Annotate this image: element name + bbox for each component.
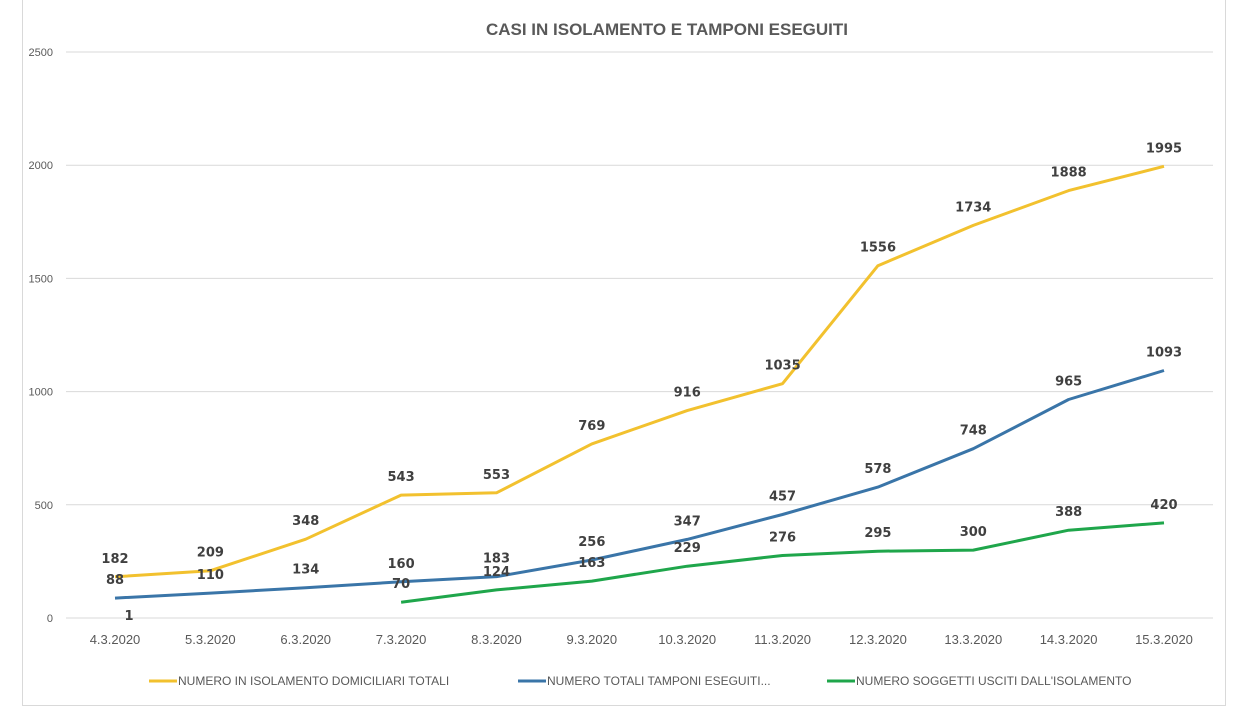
data-label: 183	[483, 552, 510, 567]
line-chart: CASI IN ISOLAMENTO E TAMPONI ESEGUITI 0 5…	[29, 20, 1213, 688]
data-label: 1734	[955, 200, 991, 215]
data-label: 965	[1055, 375, 1082, 390]
legend-label: NUMERO SOGGETTI USCITI DALL'ISOLAMENTO	[856, 674, 1131, 688]
data-label: 1888	[1051, 166, 1087, 181]
chart-title: CASI IN ISOLAMENTO E TAMPONI ESEGUITI	[486, 20, 848, 39]
legend-label: NUMERO IN ISOLAMENTO DOMICILIARI TOTALI	[178, 674, 449, 688]
data-label: 88	[106, 573, 124, 588]
x-tick-label: 6.3.2020	[280, 632, 331, 647]
data-label: 578	[864, 462, 891, 477]
y-tick-label: 500	[35, 500, 53, 512]
series-line-1	[114, 164, 1165, 579]
y-tick-label: 1500	[29, 273, 53, 285]
data-label: 347	[674, 514, 701, 529]
gridlines	[66, 51, 1213, 619]
x-tick-label: 11.3.2020	[754, 632, 811, 647]
data-label: 543	[388, 470, 415, 485]
data-label: 229	[674, 541, 701, 556]
data-label: 388	[1055, 505, 1082, 520]
data-label: 348	[292, 514, 319, 529]
x-tick-label: 15.3.2020	[1135, 632, 1193, 647]
data-label: 553	[483, 468, 510, 483]
data-label: 295	[864, 526, 891, 541]
data-label: 256	[578, 535, 605, 550]
legend-item[interactable]: NUMERO TOTALI TAMPONI ESEGUITI...	[518, 674, 771, 688]
x-tick-label: 12.3.2020	[849, 632, 907, 647]
y-tick-label: 2000	[29, 160, 53, 172]
data-label: 1093	[1146, 346, 1182, 361]
x-tick-label: 13.3.2020	[944, 632, 1002, 647]
x-tick-label: 14.3.2020	[1040, 632, 1098, 647]
x-tick-label: 9.3.2020	[567, 632, 618, 647]
chart-area: CASI IN ISOLAMENTO E TAMPONI ESEGUITI 0 5…	[22, 0, 1226, 706]
x-tick-label: 4.3.2020	[90, 632, 141, 647]
x-tick-label: 7.3.2020	[376, 632, 427, 647]
data-label: 182	[101, 552, 128, 567]
data-label: 748	[960, 424, 987, 439]
data-label: 124	[483, 565, 510, 580]
data-label: 70	[392, 577, 410, 592]
data-label: 300	[960, 525, 987, 540]
data-label: 769	[578, 419, 605, 434]
legend: NUMERO IN ISOLAMENTO DOMICILIARI TOTALI N…	[149, 674, 1131, 688]
data-label: 916	[674, 386, 701, 401]
y-tick-label: 0	[47, 613, 53, 625]
legend-label: NUMERO TOTALI TAMPONI ESEGUITI...	[547, 674, 771, 688]
data-label: 1035	[764, 359, 800, 374]
data-label: 160	[388, 557, 415, 572]
series-lines	[114, 164, 1165, 604]
data-labels: 182 209 348 543 553 769 916 1035 1556 1734 1888 199…	[101, 141, 1182, 623]
legend-item[interactable]: NUMERO SOGGETTI USCITI DALL'ISOLAMENTO	[827, 674, 1131, 688]
data-label: 134	[292, 563, 319, 578]
y-tick-label: 2500	[29, 47, 53, 59]
y-axis-ticks: 0 500 1000 1500 2000 2500	[29, 47, 53, 625]
x-axis-ticks: 4.3.2020 5.3.2020 6.3.2020 7.3.2020 8.3.2020…	[90, 632, 1193, 647]
data-label: 1	[124, 609, 133, 624]
data-label: 163	[578, 556, 605, 571]
series-line-2	[114, 369, 1165, 600]
x-tick-label: 8.3.2020	[471, 632, 522, 647]
data-label: 209	[197, 546, 224, 561]
data-label: 1556	[860, 241, 896, 256]
data-label: 457	[769, 490, 796, 505]
series-line-3	[400, 521, 1165, 604]
data-label: 276	[769, 531, 796, 546]
y-tick-label: 1000	[29, 387, 53, 399]
data-label: 110	[197, 568, 224, 583]
x-tick-label: 5.3.2020	[185, 632, 236, 647]
x-tick-label: 10.3.2020	[658, 632, 716, 647]
legend-item[interactable]: NUMERO IN ISOLAMENTO DOMICILIARI TOTALI	[149, 674, 449, 688]
data-label: 420	[1150, 498, 1177, 513]
data-label: 1995	[1146, 141, 1182, 156]
